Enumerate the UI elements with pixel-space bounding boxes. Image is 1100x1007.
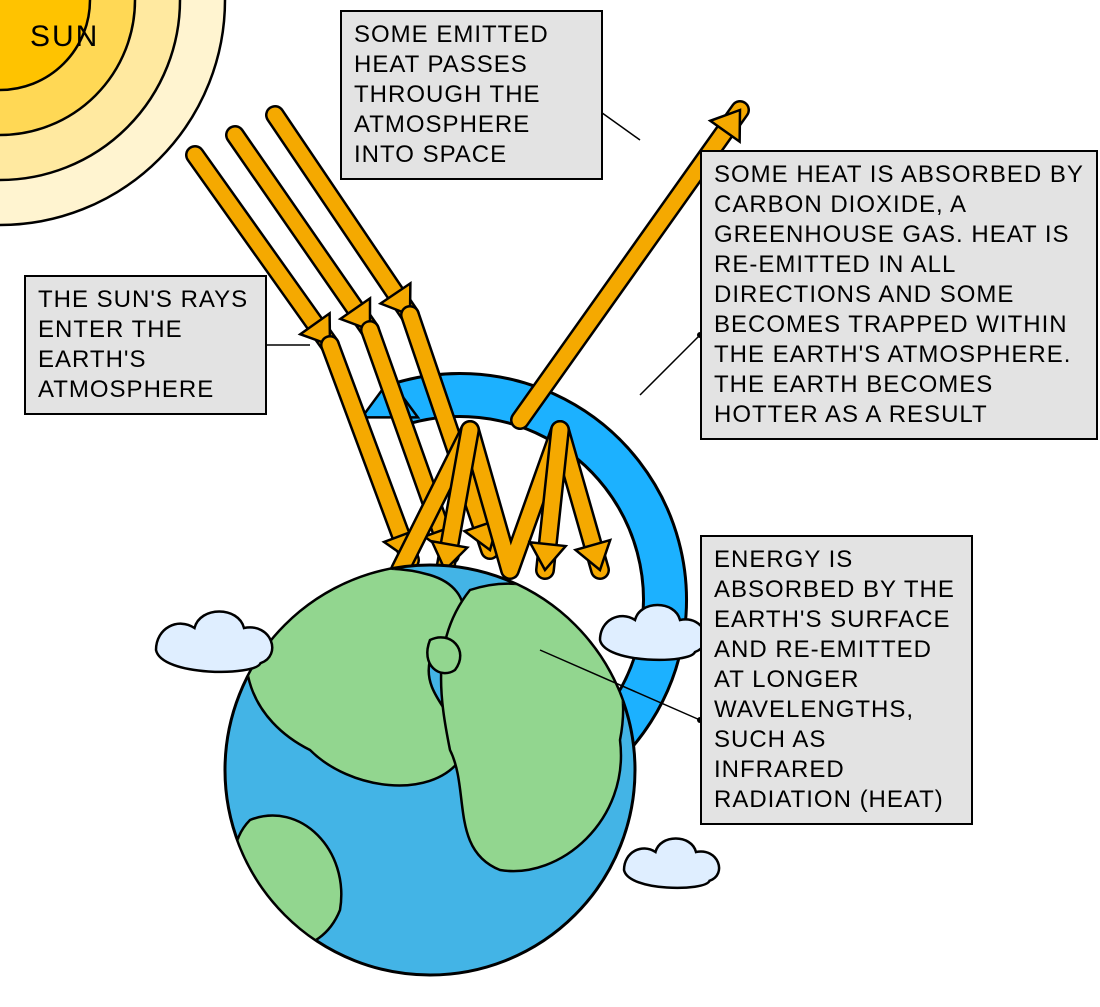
label-greenhouse: SOME HEAT IS ABSORBED BY CARBON DIOXIDE,…	[700, 150, 1098, 440]
diagram-stage: SUN THE SUN'S RAYS ENTER THE EARTH'S ATM…	[0, 0, 1100, 1007]
label-sun-rays: THE SUN'S RAYS ENTER THE EARTH'S ATMOSPH…	[24, 275, 267, 415]
sun-label: SUN	[30, 20, 99, 54]
label-emitted-heat: SOME EMITTED HEAT PASSES THROUGH THE ATM…	[340, 10, 603, 180]
label-reemit: ENERGY IS ABSORBED BY THE EARTH'S SURFAC…	[700, 535, 973, 825]
